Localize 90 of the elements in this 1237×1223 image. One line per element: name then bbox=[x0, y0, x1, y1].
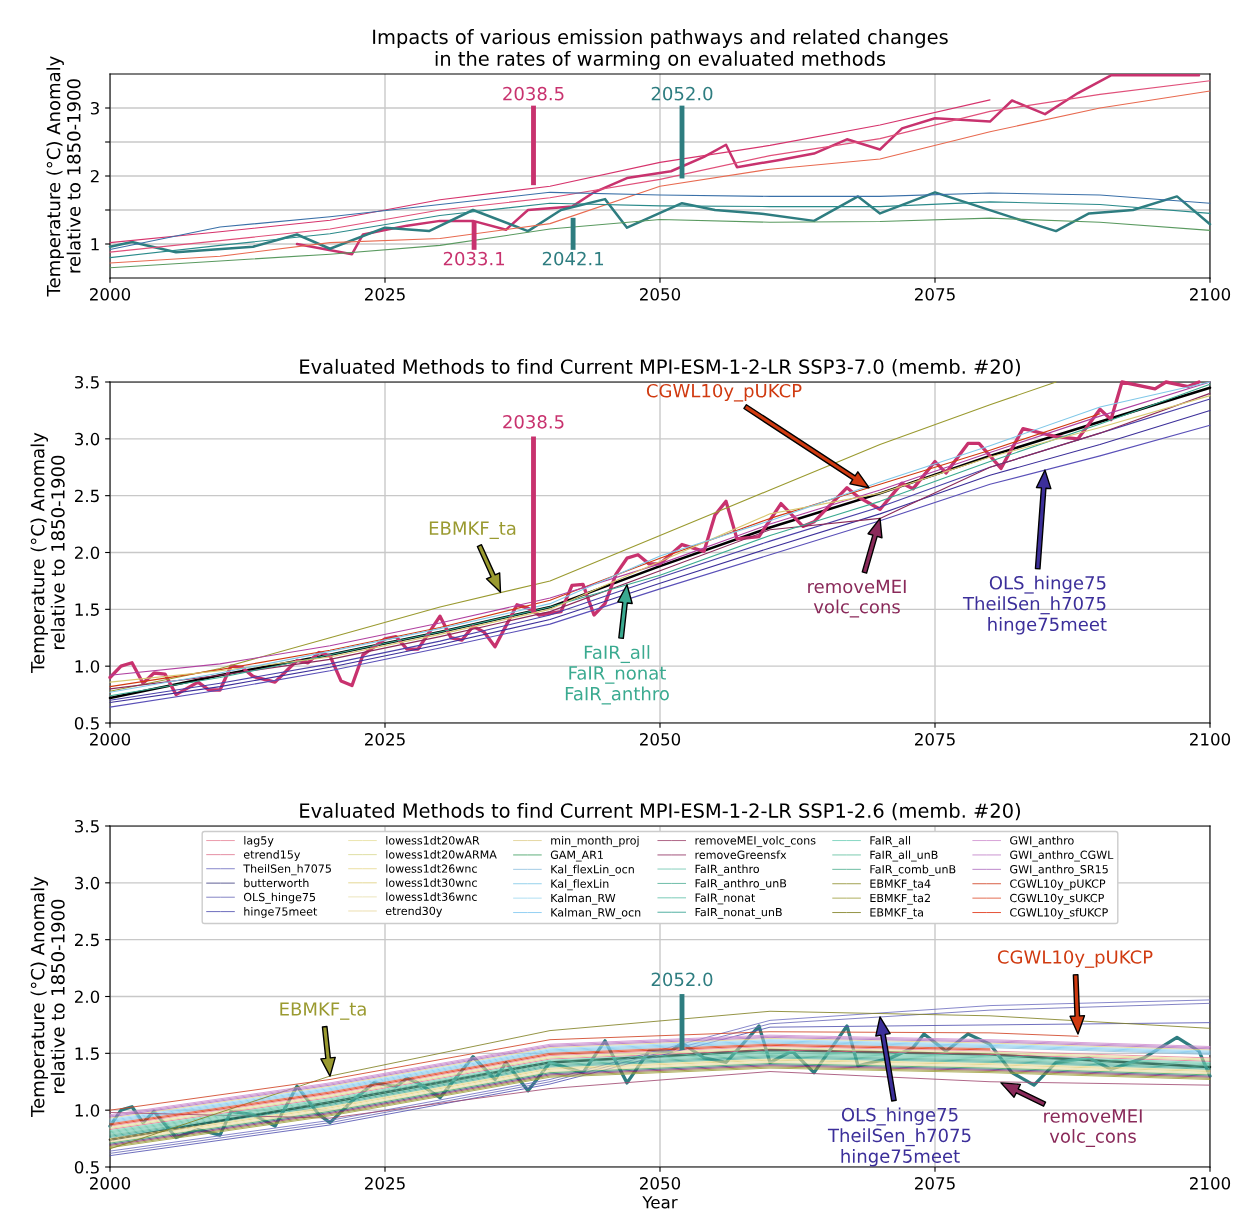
legend-label: lowess1dt30wnc bbox=[386, 878, 477, 887]
x-tick-label: 2050 bbox=[640, 733, 681, 746]
legend-label: GAM_AR1 bbox=[550, 850, 603, 862]
x-tick-label: 2000 bbox=[90, 1177, 131, 1190]
x-tick-label: 2100 bbox=[1190, 288, 1231, 301]
annotation: FaIR_all FaIR_nonat FaIR_anthro bbox=[565, 645, 669, 705]
y-axis-title: Temperature (°C) Anomaly relative to 1850-1900 bbox=[30, 876, 65, 1117]
annotation: EBMKF_ta bbox=[280, 1002, 366, 1020]
y-tick-label: 2.0 bbox=[74, 546, 100, 560]
annotation: OLS_hinge75 TheilSen_h7075 hinge75meet bbox=[962, 575, 1107, 635]
legend-label: etrend30y bbox=[385, 906, 443, 918]
legend-label: FaIR_anthro bbox=[695, 864, 760, 876]
y-tick-label: 2 bbox=[90, 169, 99, 183]
legend-label: Kal_flexLin bbox=[551, 879, 609, 891]
legend-label: FaIR_anthro_unB bbox=[695, 878, 787, 890]
y-tick-label: 1.5 bbox=[75, 1047, 99, 1060]
legend-label: CGWL10y_pUKCP bbox=[1010, 879, 1106, 891]
legend-label: FaIR_comb_unB bbox=[870, 864, 956, 876]
y-tick-label: 2.0 bbox=[74, 990, 100, 1004]
y-tick-label: 3 bbox=[90, 101, 99, 115]
chart-title: Evaluated Methods to find Current MPI-ESM-1-2-LR SSP3-7.0 (memb. #20) bbox=[300, 358, 1020, 377]
ref-line-label: 2038.5 bbox=[503, 414, 564, 429]
annotation: CGWL10y_pUKCP bbox=[646, 383, 802, 402]
x-tick-label: 2025 bbox=[365, 733, 405, 746]
annotation: CGWL10y_pUKCP bbox=[997, 950, 1153, 968]
legend-label: lowess1dt26wnc bbox=[386, 864, 477, 873]
legend-label: FaIR_all_unB bbox=[870, 850, 938, 862]
x-tick-label: 2075 bbox=[915, 733, 955, 746]
y-tick-label: 3.0 bbox=[75, 432, 100, 446]
y-tick-label: 1 bbox=[91, 238, 99, 251]
x-tick-label: 2025 bbox=[365, 288, 405, 301]
y-tick-label: 3.0 bbox=[75, 876, 100, 890]
legend-label: FaIR_nonat_unB bbox=[695, 908, 782, 919]
y-tick-label: 2.5 bbox=[74, 933, 99, 947]
legend-label: TheilSen_h7075 bbox=[243, 864, 331, 876]
legend-label: hinge75meet bbox=[244, 907, 318, 918]
y-tick-label: 1.5 bbox=[75, 603, 99, 616]
legend-label: Kalman_RW_ocn bbox=[551, 907, 641, 920]
annotation: OLS_hinge75 TheilSen_h7075 hinge75meet bbox=[827, 1107, 971, 1167]
ref-line-label: 2052.0 bbox=[651, 972, 713, 987]
y-tick-label: 3.5 bbox=[75, 819, 99, 833]
y-tick-label: 1.0 bbox=[75, 660, 100, 673]
legend-label: lowess1dt20wARMA bbox=[386, 850, 497, 859]
legend-label: butterworth bbox=[244, 878, 309, 888]
legend-label: etrend15y bbox=[243, 850, 301, 861]
ref-line-label: 2033.1 bbox=[443, 251, 505, 266]
chart-title: Evaluated Methods to find Current MPI-ESM-1-2-LR SSP1-2.6 (memb. #20) bbox=[300, 802, 1020, 821]
legend-label: CGWL10y_sfUKCP bbox=[1010, 907, 1108, 920]
legend-label: Kal_flexLin_ocn bbox=[551, 864, 634, 876]
legend-label: FaIR_all bbox=[870, 836, 911, 848]
legend-label: GWI_anthro_SR15 bbox=[1010, 864, 1108, 876]
x-tick-label: 2075 bbox=[915, 288, 955, 301]
x-axis-title: Year bbox=[642, 1196, 678, 1209]
x-tick-label: 2050 bbox=[640, 1177, 681, 1190]
annotation: EBMKF_ta bbox=[429, 521, 516, 540]
legend-label: lowess1dt20wAR bbox=[386, 836, 480, 845]
x-tick-label: 2075 bbox=[915, 1177, 955, 1190]
y-axis-title: Temperature (°C) Anomaly relative to 1850-1900 bbox=[30, 432, 65, 673]
legend-label: min_month_proj bbox=[551, 836, 639, 848]
legend-label: OLS_hinge75 bbox=[243, 892, 316, 904]
legend-label: GWI_anthro_CGWL bbox=[1010, 850, 1114, 862]
legend-label: lowess1dt36wnc bbox=[386, 892, 477, 901]
y-tick-label: 0.5 bbox=[74, 1160, 99, 1174]
ref-line-label: 2052.0 bbox=[651, 86, 713, 101]
chart-title: Impacts of various emission pathways and related changes in the rates of warming on evaluated methods bbox=[373, 29, 948, 70]
y-axis-title: Temperature (°C) Anomaly relative to 1850-1900 bbox=[46, 56, 81, 297]
x-tick-label: 2100 bbox=[1190, 733, 1231, 746]
annotation: removeMEI volc_cons bbox=[1044, 1109, 1142, 1147]
x-tick-label: 2025 bbox=[365, 1177, 405, 1190]
legend-label: removeMEI_volc_cons bbox=[695, 836, 816, 848]
x-tick-label: 2000 bbox=[90, 288, 131, 301]
legend-label: GWI_anthro bbox=[1010, 836, 1074, 848]
legend-label: Kalman_RW bbox=[551, 893, 616, 905]
legend-label: lag5y bbox=[244, 836, 274, 847]
ref-line-label: 2038.5 bbox=[503, 86, 564, 101]
x-tick-label: 2050 bbox=[640, 288, 681, 301]
legend-label: EBMKF_ta bbox=[870, 908, 923, 920]
ref-line-label: 2042.1 bbox=[542, 251, 604, 266]
y-tick-label: 0.5 bbox=[74, 716, 99, 730]
legend-label: EBMKF_ta2 bbox=[870, 893, 930, 905]
annotation: removeMEI volc_cons bbox=[808, 579, 906, 618]
y-tick-label: 3.5 bbox=[75, 375, 99, 389]
legend-label: CGWL10y_sUKCP bbox=[1010, 893, 1104, 905]
legend-label: removeGreensfx bbox=[695, 850, 787, 859]
legend-label: FaIR_nonat bbox=[695, 893, 756, 905]
x-tick-label: 2000 bbox=[90, 733, 131, 746]
y-tick-label: 1.0 bbox=[75, 1104, 100, 1117]
legend-label: EBMKF_ta4 bbox=[870, 879, 931, 891]
y-tick-label: 2.5 bbox=[74, 489, 99, 503]
x-tick-label: 2100 bbox=[1190, 1177, 1231, 1190]
